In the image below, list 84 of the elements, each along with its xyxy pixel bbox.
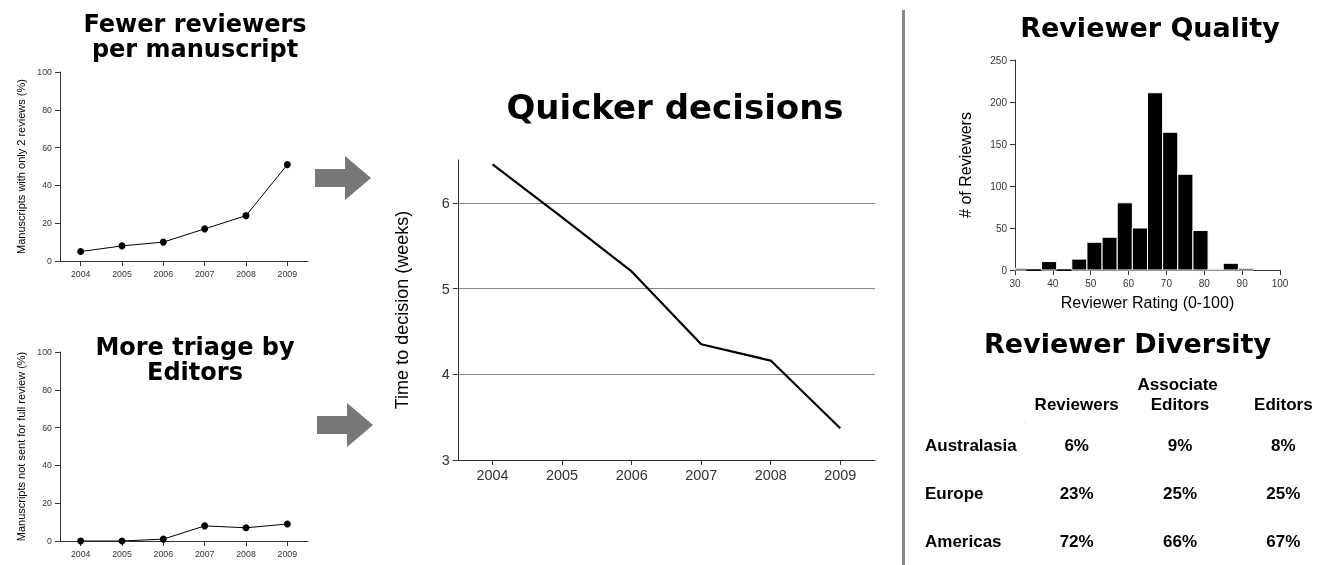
point	[77, 537, 85, 545]
y-tick-label: Europe	[925, 484, 984, 503]
x-tick-label: 2004	[70, 548, 91, 559]
x-tick-label: 2005	[112, 548, 132, 559]
y-tick-label: 250	[990, 54, 1008, 66]
point	[242, 212, 250, 220]
y-tick-label: 80	[42, 104, 53, 115]
y-tick-label: 100	[37, 347, 53, 357]
point	[283, 161, 291, 169]
y-axis-title: Manuscripts not sent for full review (%)	[14, 351, 27, 542]
y-axis-title: # of Reviewers	[956, 112, 974, 218]
x-tick-label: 2005	[546, 467, 579, 483]
data-label: 8%	[1271, 436, 1296, 456]
point	[159, 535, 167, 543]
x-axis-title: Reviewer Rating (0-100)	[1060, 293, 1235, 311]
data-label: 67%	[1266, 531, 1301, 551]
x-tick-label: 90	[1236, 277, 1249, 289]
y-tick-label: 0	[47, 536, 53, 546]
chart-title: Reviewer Diversity	[983, 328, 1272, 359]
y-tick-label: Australasia	[925, 436, 1018, 456]
x-tick-label: 2007	[685, 467, 718, 483]
data-label: 66%	[1162, 531, 1198, 551]
chart-title: Reviewer Quality	[1019, 12, 1281, 43]
y-tick-label: 40	[42, 460, 53, 471]
x-tick-label: 100	[1271, 277, 1289, 289]
data-label: 25%	[1266, 484, 1301, 503]
x-tick-label: 50	[1085, 277, 1097, 289]
y-tick-label: 50	[995, 222, 1008, 234]
point	[201, 522, 209, 530]
y-tick-label: 20	[42, 218, 53, 229]
point	[283, 520, 291, 528]
point	[77, 248, 85, 256]
data-label: 6%	[1064, 436, 1089, 456]
y-tick-label: 3	[441, 452, 450, 468]
x-tick-label: 30	[1009, 277, 1021, 289]
y-tick-label: 60	[42, 142, 53, 153]
point	[159, 238, 167, 246]
x-tick-label: Reviewers	[1034, 394, 1119, 414]
x-tick-label: 2007	[194, 548, 215, 559]
x-tick-label: 70	[1160, 277, 1173, 289]
y-tick-label: 20	[42, 498, 53, 509]
x-tick-label: 2008	[754, 467, 787, 483]
x-tick-label: 60	[1123, 277, 1135, 289]
x-tick-label: 2004	[476, 467, 509, 483]
x-tick-label: 2005	[112, 268, 132, 279]
x-tick-label: 2006	[153, 548, 174, 559]
y-tick-label: Americas	[925, 531, 1002, 551]
data-label: 23%	[1059, 484, 1094, 503]
x-tick-label: Editors	[1254, 394, 1313, 414]
data-label: 72%	[1059, 531, 1094, 551]
y-tick-label: 100	[37, 67, 53, 77]
x-tick-label: 2009	[277, 268, 298, 279]
x-tick-label: Associate Editors	[1137, 374, 1223, 414]
y-tick-label: 0	[47, 256, 53, 266]
y-tick-label: 60	[42, 422, 53, 433]
y-tick-label: 0	[1001, 264, 1008, 276]
x-tick-label: 2006	[153, 268, 174, 279]
x-tick-label: 2009	[824, 467, 857, 483]
x-tick-label: 2006	[615, 467, 648, 483]
y-tick-label: 5	[441, 280, 450, 297]
point	[201, 225, 209, 233]
line-series	[491, 163, 842, 430]
y-tick-label: 6	[441, 194, 450, 211]
x-tick-label: 80	[1198, 277, 1211, 289]
x-tick-label: 2008	[236, 548, 256, 559]
data-label: 25%	[1162, 484, 1198, 503]
data-label: 9%	[1167, 436, 1193, 456]
chart-title: More triage by Editors	[94, 333, 296, 387]
point	[242, 524, 250, 532]
y-tick-label: 150	[990, 138, 1008, 150]
chart-title: Fewer reviewers per manuscript	[82, 10, 308, 64]
y-tick-label: 4	[441, 366, 450, 383]
y-tick-label: 100	[990, 180, 1008, 192]
x-tick-label: 2007	[194, 268, 215, 279]
y-tick-label: 80	[42, 384, 53, 395]
x-tick-label: 40	[1047, 277, 1059, 289]
x-tick-label: 2004	[70, 268, 91, 279]
y-tick-label: 200	[990, 96, 1008, 108]
y-tick-label: 40	[42, 180, 53, 191]
y-axis-title: Time to decision (weeks)	[392, 210, 412, 410]
x-tick-label: 2009	[277, 548, 298, 559]
chart-title: Quicker decisions	[505, 87, 845, 127]
x-tick-label: 2008	[236, 268, 256, 279]
y-axis-title: Manuscripts with only 2 reviews (%)	[14, 79, 27, 254]
